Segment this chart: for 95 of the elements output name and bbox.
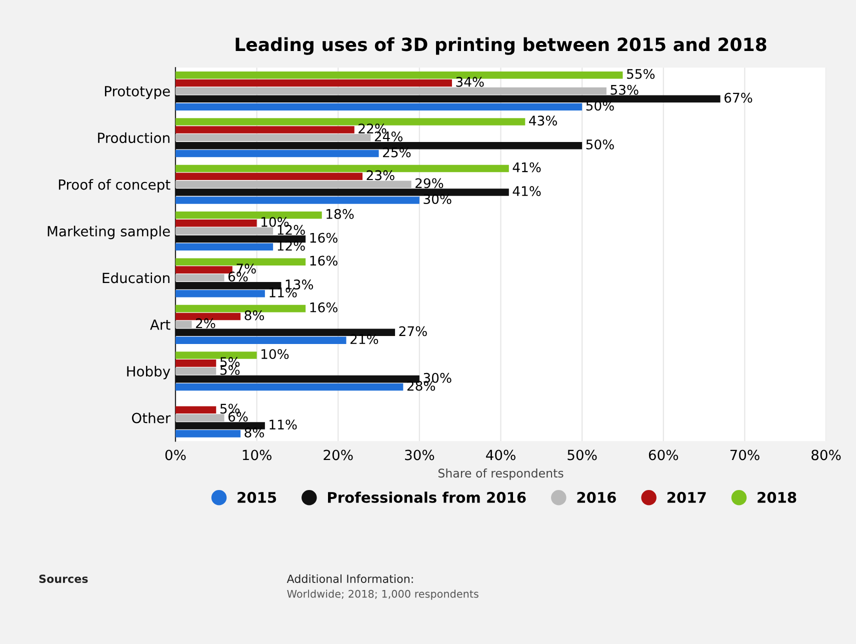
y-tick-label: Proof of concept: [58, 179, 170, 193]
data-label: 55%: [627, 68, 655, 79]
data-label: 50%: [586, 100, 614, 111]
bar: [175, 227, 274, 235]
bar: [175, 414, 224, 422]
data-label: 22%: [358, 124, 386, 134]
bar: [175, 430, 241, 438]
legend-label: Professionals from 2016: [328, 492, 526, 503]
data-label: 43%: [529, 116, 558, 126]
x-tick-label: 80%: [812, 450, 841, 460]
x-tick-label: 50%: [568, 450, 597, 460]
y-tick-label: Prototype: [104, 86, 170, 100]
data-label: 16%: [310, 256, 338, 266]
data-label: 11%: [270, 287, 297, 298]
text: Worldwide; 2018; 1,000 respondents: [287, 590, 478, 600]
data-label: 10%: [262, 216, 289, 227]
bar: [175, 134, 371, 142]
data-label: 41%: [512, 186, 541, 196]
y-tick-label: Other: [132, 412, 171, 424]
bar: [175, 188, 509, 196]
bar: [175, 87, 606, 95]
bar: [175, 196, 420, 204]
y-tick-label: Marketing sample: [48, 226, 170, 240]
y-tick-label: Education: [102, 272, 170, 284]
bar: [175, 360, 216, 367]
bar: [175, 258, 306, 266]
data-label: 2%: [196, 318, 216, 328]
x-tick-label: 10%: [242, 450, 272, 460]
chart-title: Leading uses of 3D printing between 2015 and 2018: [236, 37, 766, 55]
data-label: 5%: [220, 404, 240, 414]
bar: [175, 422, 265, 430]
bar: [175, 172, 363, 180]
data-label: 18%: [326, 209, 354, 219]
x-tick-label: 60%: [648, 450, 678, 460]
y-tick-label: Art: [150, 320, 170, 330]
legend-label: 2017: [667, 492, 706, 503]
data-label: 21%: [350, 334, 378, 344]
y-tick-label: Production: [98, 132, 170, 144]
data-label: 12%: [278, 224, 305, 235]
data-label: 13%: [286, 280, 314, 290]
data-label: 41%: [512, 162, 541, 172]
bar: [175, 118, 526, 126]
data-label: 27%: [399, 326, 427, 336]
data-label: 25%: [383, 147, 411, 158]
data-label: 10%: [262, 349, 289, 360]
bar: [175, 352, 257, 359]
data-label: 34%: [456, 76, 484, 87]
bar: [175, 126, 354, 134]
bar: [175, 180, 412, 188]
bar: [175, 266, 232, 274]
data-label: 12%: [278, 240, 305, 251]
legend-label: 2018: [758, 492, 796, 503]
bar: [175, 290, 265, 298]
bar: [175, 336, 346, 344]
x-tick-label: 70%: [730, 450, 760, 460]
bar: [175, 274, 224, 282]
text: Sources: [39, 574, 88, 583]
bar: [175, 212, 322, 219]
data-label: 50%: [586, 139, 614, 150]
bar: [175, 79, 452, 87]
x-tick-label: 20%: [324, 450, 353, 460]
data-label: 67%: [724, 92, 752, 103]
data-label: 8%: [244, 310, 264, 320]
bar: [175, 150, 379, 158]
bar: [175, 406, 216, 414]
data-label: 16%: [310, 302, 338, 312]
data-label: 6%: [228, 272, 248, 282]
data-label: 16%: [310, 232, 338, 243]
data-label: 30%: [424, 372, 452, 383]
x-tick-label: 30%: [405, 450, 434, 460]
bar: [175, 282, 282, 290]
data-label: 8%: [244, 428, 264, 438]
bar: [175, 320, 192, 328]
data-label: 30%: [424, 194, 452, 204]
legend-label: 2015: [238, 492, 276, 503]
data-label: 24%: [374, 132, 402, 142]
data-label: 6%: [228, 412, 248, 422]
data-label: 29%: [416, 178, 444, 188]
x-tick-label: 40%: [486, 450, 516, 460]
bar: [175, 243, 274, 251]
data-label: 53%: [610, 84, 638, 95]
y-tick-label: Hobby: [127, 366, 170, 380]
x-axis-title: Share of respondents: [438, 468, 564, 480]
data-label: 7%: [236, 264, 256, 274]
bar: [175, 383, 404, 391]
bar: [175, 219, 257, 227]
data-label: 28%: [407, 380, 436, 391]
data-label: 5%: [220, 357, 240, 367]
x-tick-label: 0%: [165, 450, 186, 460]
bar: [175, 103, 582, 110]
legend-label: 2016: [577, 492, 616, 503]
text: Additional Information:: [286, 574, 413, 583]
data-label: 23%: [366, 170, 394, 180]
bar: [175, 367, 216, 375]
data-label: 11%: [270, 420, 297, 430]
